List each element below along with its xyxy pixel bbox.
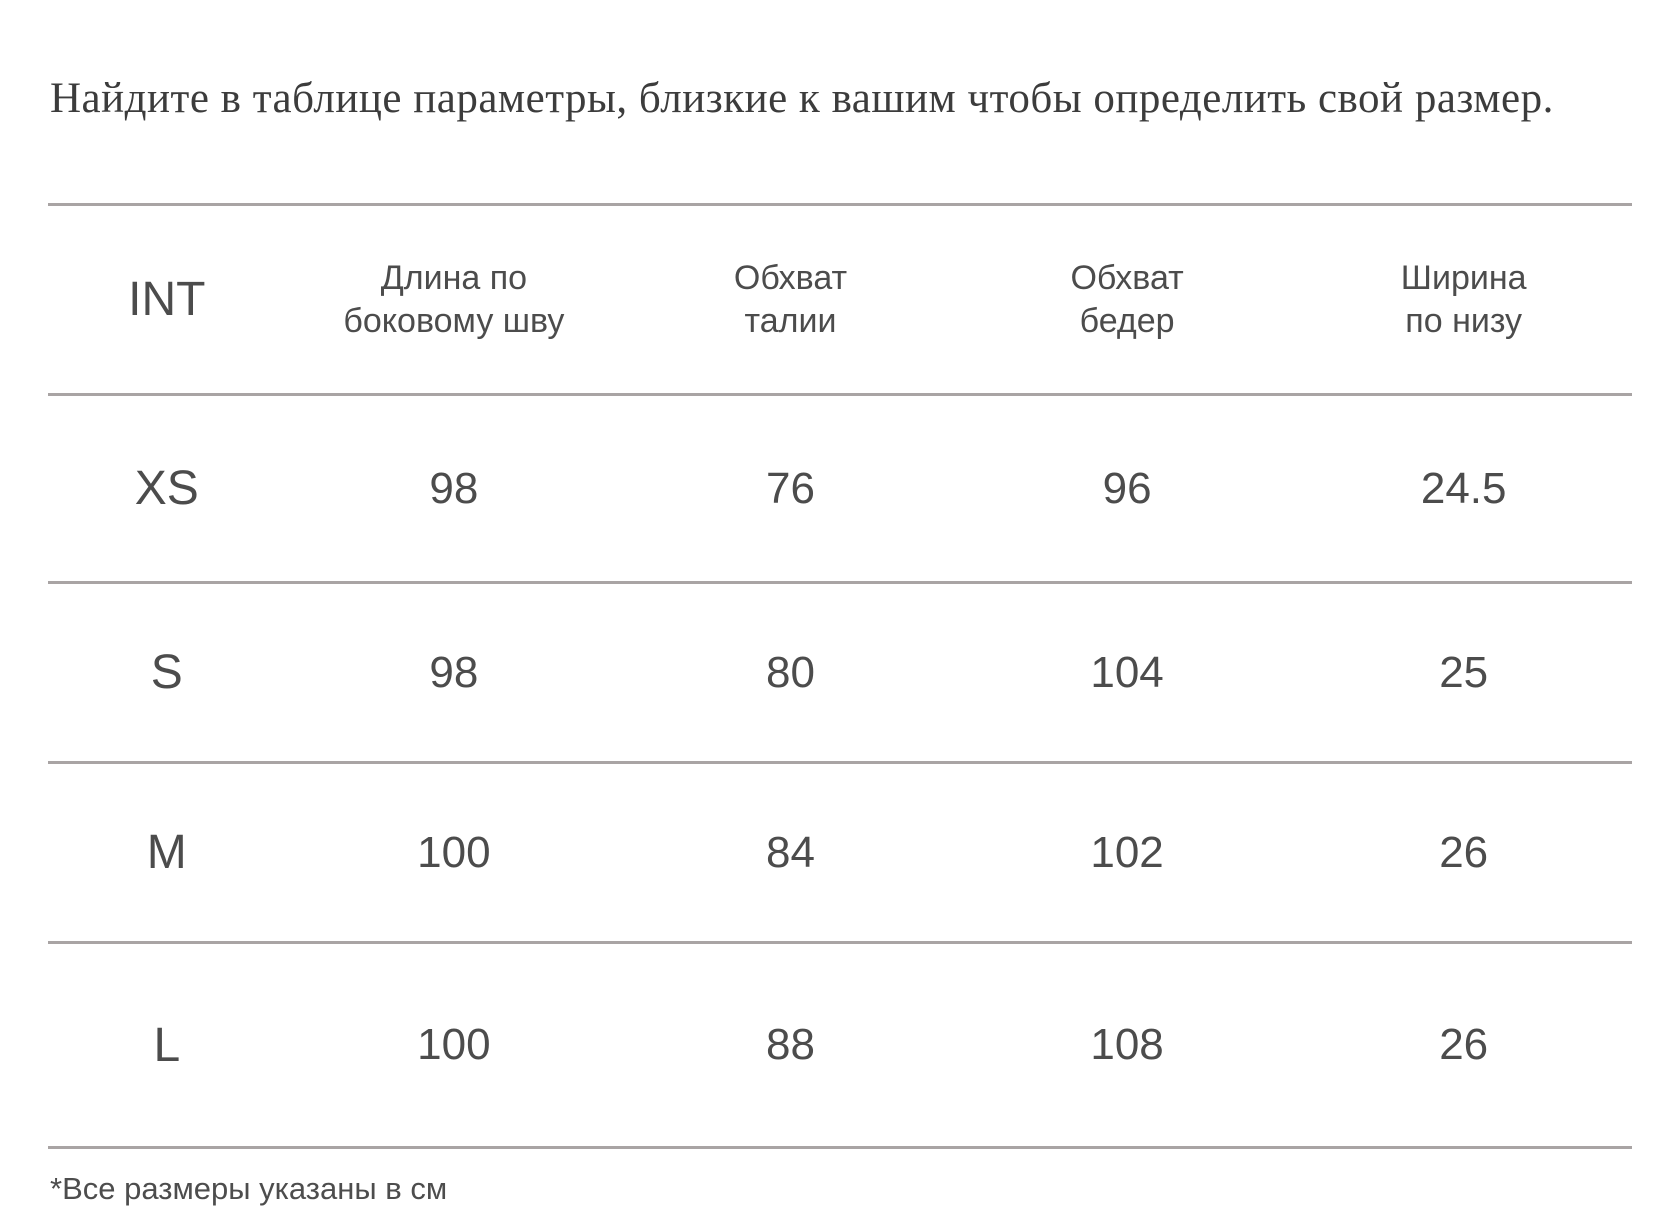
value-cell: 24.5 <box>1420 463 1507 513</box>
page-title: Найдите в таблице параметры, близкие к в… <box>50 75 1554 122</box>
table-row-m: M 100 84 102 26 <box>48 764 1632 945</box>
value-cell: 102 <box>1090 827 1164 877</box>
size-cell: M <box>146 826 187 880</box>
value-cell: 26 <box>1439 827 1489 877</box>
value-cell: 100 <box>417 1020 491 1070</box>
value-cell: 88 <box>766 1020 815 1070</box>
size-table: INT Длина по боковому шву Обхват талии О… <box>48 203 1632 1150</box>
table-row-s: S 98 80 104 25 <box>48 584 1632 765</box>
value-cell: 108 <box>1090 1020 1164 1070</box>
size-cell: L <box>153 1018 181 1072</box>
column-header-side-seam-length: Длина по боковому шву <box>343 259 565 340</box>
value-cell: 100 <box>417 827 491 877</box>
size-cell: XS <box>134 462 199 516</box>
value-cell: 80 <box>766 647 815 697</box>
column-header-int: INT <box>128 273 206 327</box>
units-footnote: *Все размеры указаны в см <box>50 1171 448 1207</box>
value-cell: 104 <box>1090 647 1164 697</box>
value-cell: 76 <box>766 463 815 513</box>
value-cell: 84 <box>766 827 815 877</box>
table-row-xs: XS 98 76 96 24.5 <box>48 396 1632 585</box>
value-cell: 98 <box>429 463 479 513</box>
value-cell: 96 <box>1102 463 1152 513</box>
table-row-l: L 100 88 108 26 <box>48 944 1632 1150</box>
size-cell: S <box>150 646 183 700</box>
column-header-bottom-width: Ширина по низу <box>1400 259 1527 340</box>
table-header-row: INT Длина по боковому шву Обхват талии О… <box>48 206 1632 397</box>
value-cell: 26 <box>1439 1020 1489 1070</box>
column-header-hips: Обхват бедер <box>1070 259 1184 340</box>
column-header-waist: Обхват талии <box>733 259 848 340</box>
value-cell: 98 <box>429 647 479 697</box>
value-cell: 25 <box>1439 647 1489 697</box>
